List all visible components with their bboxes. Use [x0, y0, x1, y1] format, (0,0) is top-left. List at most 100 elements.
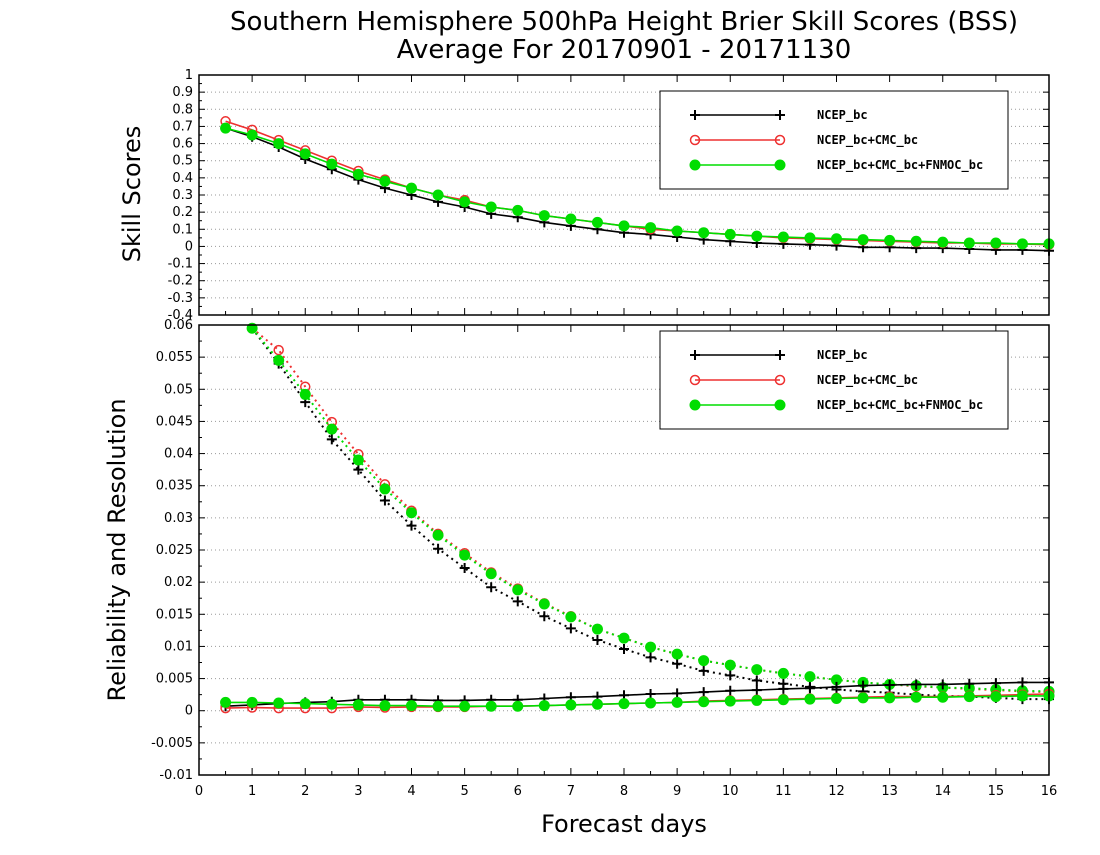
bottom-ytick-label: -0.005 [151, 736, 193, 751]
top-legend-marker [689, 134, 701, 146]
bottom-series-ncep-bc-cmc-bc-fnmoc-bc-resolution-point [671, 648, 683, 660]
bottom-series-ncep-bc-reliability-point [937, 679, 948, 690]
bottom-series-ncep-bc-reliability-point [672, 688, 683, 699]
bottom-series-ncep-bc-cmc-bc-fnmoc-bc-resolution-point [459, 549, 471, 561]
bottom-legend: NCEP_bc NCEP_bc+CMC_bc NCEP_bc+CMC_bc+FNMO… [659, 330, 1009, 430]
bottom-series-ncep-bc-cmc-bc-fnmoc-bc-reliability-point [512, 700, 524, 712]
bottom-series-ncep-bc-cmc-bc-fnmoc-bc-reliability-point [937, 691, 949, 703]
bottom-series-ncep-bc-cmc-bc-fnmoc-bc-resolution-point [273, 354, 285, 366]
top-ytick-label: 0.6 [172, 137, 193, 152]
bottom-series-ncep-bc-cmc-bc-fnmoc-bc-reliability-point [273, 697, 285, 709]
bottom-legend-label: NCEP_bc+CMC_bc [817, 373, 918, 388]
bottom-series-ncep-bc-cmc-bc-fnmoc-bc-resolution-point [432, 529, 444, 541]
top-series-ncep-bc-cmc-bc-fnmoc-bc-point [432, 189, 444, 201]
bottom-series-ncep-bc-cmc-bc-fnmoc-bc-resolution-point [618, 632, 630, 644]
top-series-ncep-bc-cmc-bc-fnmoc-bc-point [326, 158, 338, 170]
bottom-series-ncep-bc-cmc-bc-resolution-point [273, 344, 284, 356]
bottom-ytick-label: 0.03 [164, 511, 193, 526]
top-series-ncep-bc-cmc-bc-fnmoc-bc-point [724, 228, 736, 240]
top-ytick-label: 0.8 [172, 102, 193, 117]
bottom-series-ncep-bc-reliability-point [858, 680, 869, 691]
top-series-ncep-bc-cmc-bc-fnmoc-bc-point [777, 231, 789, 243]
xtick-label: 10 [722, 784, 739, 799]
bottom-series-ncep-bc-reliability-point [884, 680, 895, 690]
bottom-series-ncep-bc-cmc-bc-fnmoc-bc-resolution-point [406, 507, 417, 519]
bottom-series-ncep-bc-cmc-bc-fnmoc-bc-reliability-point [432, 700, 444, 712]
bottom-legend-marker [689, 374, 701, 386]
top-series-ncep-bc-cmc-bc-fnmoc-bc-point [751, 230, 763, 242]
top-series-ncep-bc-cmc-bc-fnmoc-bc-point [618, 220, 630, 232]
top-series-ncep-bc-cmc-bc-fnmoc-bc-point [273, 138, 285, 150]
top-series-ncep-bc-cmc-bc-fnmoc-bc-point [963, 237, 975, 249]
top-series-ncep-bc-cmc-bc-fnmoc-bc-point [565, 213, 577, 225]
top-ytick-label: 0 [185, 239, 193, 254]
bottom-series-ncep-bc-cmc-bc-fnmoc-bc-reliability-point [724, 695, 736, 707]
bottom-series-ncep-bc-reliability-point [778, 683, 789, 694]
xtick-label: 9 [673, 784, 681, 799]
top-ytick-label: -0.3 [168, 291, 193, 306]
top-series-ncep-bc-cmc-bc-fnmoc-bc-point [352, 168, 364, 180]
bottom-ytick-label: 0.04 [164, 447, 193, 462]
top-ytick-label: -0.4 [168, 308, 193, 323]
top-ytick-label: 1 [185, 68, 193, 83]
bottom-legend-marker [689, 399, 701, 411]
top-ytick-label: 0.3 [172, 188, 193, 203]
bottom-series-ncep-bc-cmc-bc-fnmoc-bc-reliability-point [591, 698, 603, 710]
top-series-ncep-bc-cmc-bc-fnmoc-bc-point [1016, 238, 1028, 250]
top-series-ncep-bc-cmc-bc-fnmoc-bc-point [857, 234, 869, 246]
xtick-label: 3 [354, 784, 362, 799]
bottom-series-ncep-bc-cmc-bc-fnmoc-bc-resolution-point [379, 483, 391, 495]
top-series-ncep-bc-cmc-bc-fnmoc-bc-point [990, 237, 1002, 249]
xtick-label: 12 [828, 784, 845, 799]
bottom-series-ncep-bc-cmc-bc-fnmoc-bc-reliability-point [857, 692, 869, 704]
bottom-series-ncep-bc-cmc-bc-fnmoc-bc-reliability-point [326, 698, 338, 710]
bottom-series-ncep-bc-cmc-bc-fnmoc-bc-resolution-point [326, 423, 338, 435]
bottom-series-ncep-bc-reliability-point [911, 679, 922, 690]
bottom-series-ncep-bc-cmc-bc-fnmoc-bc-resolution-point [299, 388, 311, 400]
xtick-label: 8 [620, 784, 628, 799]
bottom-ytick-label: 0 [185, 704, 193, 719]
bottom-series-ncep-bc-resolution-point [565, 623, 576, 634]
bottom-series-ncep-bc-reliability-point [831, 681, 842, 692]
top-ytick-label: -0.2 [168, 274, 193, 289]
bottom-series-ncep-bc-cmc-bc-fnmoc-bc-reliability-point [379, 700, 391, 712]
top-legend-marker [690, 110, 700, 120]
bottom-series-ncep-bc-cmc-bc-fnmoc-bc-reliability-point [538, 700, 550, 712]
bottom-series-ncep-bc-cmc-bc-fnmoc-bc-reliability-point [884, 692, 896, 704]
top-series-ncep-bc-cmc-bc-fnmoc-bc-point [937, 236, 949, 248]
top-legend-marker [775, 110, 785, 120]
bottom-series-ncep-bc-reliability-point [751, 685, 762, 696]
xtick-label: 14 [934, 784, 951, 799]
bottom-series-ncep-bc-cmc-bc-fnmoc-bc-reliability-point [804, 693, 816, 705]
xtick-label: 0 [195, 784, 203, 799]
bottom-series-ncep-bc-resolution-point [379, 495, 390, 506]
bottom-series-ncep-bc-cmc-bc-fnmoc-bc-reliability-point [618, 698, 630, 710]
xtick-label: 13 [881, 784, 898, 799]
top-ytick-label: -0.1 [168, 257, 193, 272]
top-series-ncep-bc-cmc-bc-fnmoc-bc-point [538, 210, 550, 222]
xtick-label: 16 [1041, 784, 1058, 799]
top-series-ncep-bc-cmc-bc-fnmoc-bc-point [831, 233, 842, 245]
top-legend-label: NCEP_bc+CMC_bc [817, 133, 918, 148]
top-plot-frame [198, 74, 1050, 316]
bottom-series-ncep-bc-cmc-bc-fnmoc-bc-reliability-point [831, 693, 842, 704]
top-ytick-label: 0.7 [172, 119, 193, 134]
top-series-ncep-bc-cmc-bc-fnmoc-bc-point [406, 182, 417, 194]
bottom-series-ncep-bc-cmc-bc-fnmoc-bc-reliability-point [485, 700, 497, 712]
bottom-series-ncep-bc-reliability-point [725, 685, 736, 696]
top-series-ncep-bc-cmc-bc-fnmoc-bc-point [485, 201, 497, 213]
bottom-legend-label: NCEP_bc+CMC_bc+FNMOC_bc [817, 398, 983, 413]
xtick-label: 7 [567, 784, 575, 799]
bottom-series-ncep-bc-reliability-point [964, 678, 975, 689]
bottom-panel: -0.01 -0.005 0 0.005 0.01 0.015 0.02 0.025 0.03 0… [151, 318, 1057, 799]
chart-title-line2: Average For 20170901 - 20171130 [397, 35, 852, 65]
bottom-series-ncep-bc-cmc-bc-fnmoc-bc-reliability-point [777, 694, 789, 706]
x-axis-title: Forecast days [541, 810, 707, 838]
top-panel: -0.4 -0.3 -0.2 -0.1 0 0.1 0.2 0.3 0.4 0.5 0.6 0.7 0.… [168, 68, 1055, 323]
bottom-series-ncep-bc-cmc-bc-fnmoc-bc-reliability-point [751, 694, 763, 706]
bottom-series-ncep-bc-cmc-bc-fnmoc-bc-reliability-point [990, 691, 1002, 703]
bottom-series-ncep-bc-cmc-bc-fnmoc-bc-reliability-point [246, 696, 258, 708]
bottom-legend-label: NCEP_bc [817, 348, 868, 363]
top-series-ncep-bc-cmc-bc-fnmoc-bc-point [671, 225, 683, 237]
